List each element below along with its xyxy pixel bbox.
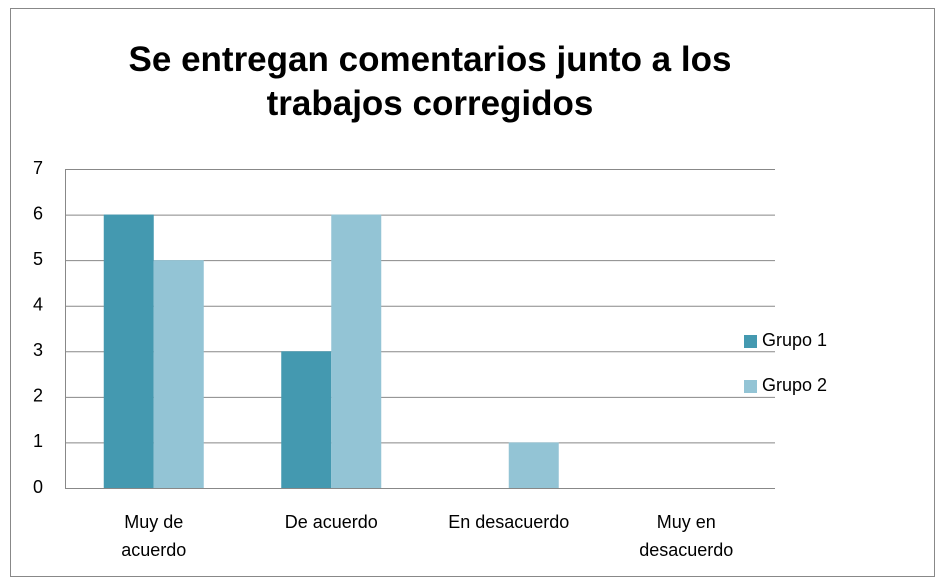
- y-tick-label: 4: [33, 294, 43, 314]
- bar: [331, 214, 382, 489]
- y-tick-label: 7: [33, 158, 43, 178]
- x-tick-label: En desacuerdo: [448, 512, 570, 532]
- bar: [103, 214, 154, 489]
- bar: [508, 442, 559, 488]
- y-tick-label: 0: [33, 477, 43, 497]
- y-tick-label: 3: [33, 340, 43, 360]
- x-tick-label: Muy de acuerdo: [121, 512, 187, 560]
- y-tick-label: 2: [33, 386, 43, 406]
- x-tick-label: Muy en desacuerdo: [639, 512, 734, 560]
- chart-title: Se entregan comentarios junto a los trab…: [128, 40, 732, 123]
- bar: [281, 351, 332, 488]
- legend-label: Grupo 2: [762, 375, 827, 395]
- y-tick-label: 1: [33, 431, 43, 451]
- legend-swatch: [744, 380, 757, 393]
- legend-swatch: [744, 335, 757, 348]
- x-tick-label: De acuerdo: [284, 512, 378, 532]
- y-tick-label: 6: [33, 203, 43, 223]
- y-tick-label: 5: [33, 249, 43, 269]
- bar: [153, 260, 204, 488]
- legend-label: Grupo 1: [762, 330, 827, 350]
